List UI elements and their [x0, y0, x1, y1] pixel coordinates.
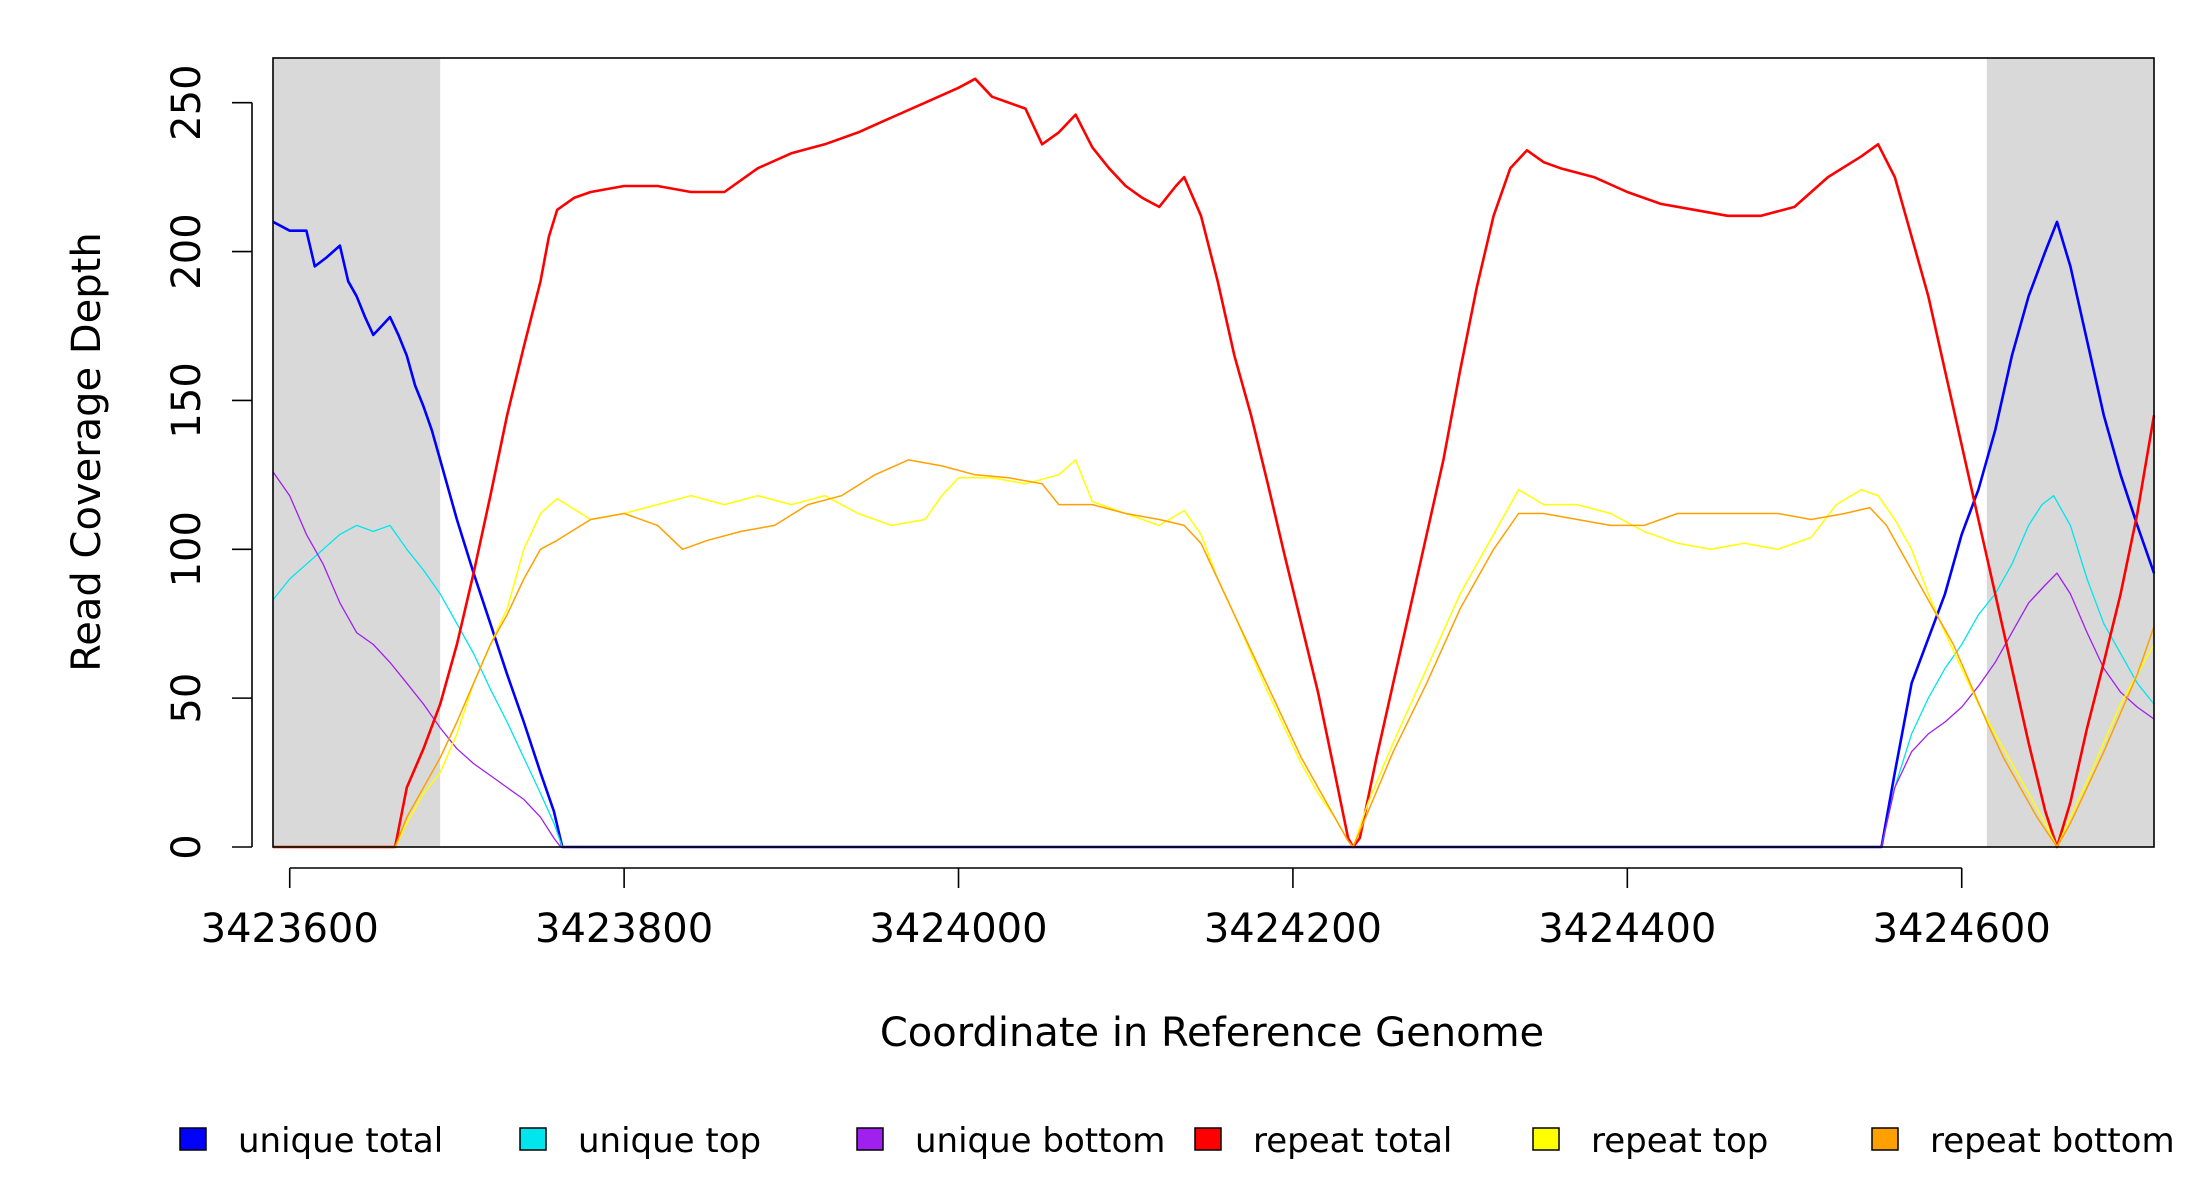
series-line-unique-total — [272, 220, 2156, 849]
y-tick-label: 0 — [164, 834, 210, 859]
legend-swatch — [1532, 1127, 1560, 1151]
shaded-region-2 — [1986, 58, 2154, 847]
x-tick-label: 3424000 — [869, 906, 1047, 952]
x-tick-label: 3424600 — [1873, 906, 2051, 952]
legend-swatch — [179, 1127, 207, 1151]
x-tick-label: 3424200 — [1204, 906, 1382, 952]
series-line-repeat-total — [273, 77, 2156, 849]
y-tick-label: 250 — [164, 64, 210, 140]
legend-swatch — [856, 1127, 884, 1151]
x-axis: 3423600 3423800 3424000 3424200 3424400 34246… — [201, 867, 2051, 952]
legend: unique total unique top unique bottom repea… — [179, 1121, 2175, 1161]
legend-swatch — [1871, 1127, 1899, 1151]
legend-item-unique-total: unique total — [179, 1121, 443, 1161]
series-line-unique-top — [272, 495, 2155, 848]
y-tick-label: 150 — [164, 362, 210, 438]
legend-swatch — [519, 1127, 547, 1151]
x-tick-label: 3423600 — [201, 906, 379, 952]
shaded-regions — [273, 58, 2154, 847]
series-line-repeat-bottom — [273, 459, 2155, 848]
legend-label: repeat bottom — [1930, 1121, 2175, 1161]
y-axis: 0 50 100 150 200 250 — [164, 64, 253, 860]
shaded-region-1 — [273, 58, 441, 847]
legend-item-unique-top: unique top — [519, 1121, 761, 1161]
legend-item-unique-bottom: unique bottom — [856, 1121, 1165, 1161]
y-axis-label: Read Coverage Depth — [64, 232, 110, 671]
legend-label: repeat top — [1591, 1121, 1768, 1161]
y-tick-label: 100 — [164, 511, 210, 587]
x-axis-label: Coordinate in Reference Genome — [880, 1010, 1544, 1056]
x-tick-label: 3423800 — [535, 906, 713, 952]
y-tick-label: 50 — [164, 673, 210, 724]
legend-item-repeat-bottom: repeat bottom — [1871, 1121, 2175, 1161]
series-line-repeat-top — [273, 459, 2155, 848]
legend-swatch — [1194, 1127, 1222, 1151]
series-line-unique-bottom — [272, 471, 2155, 848]
legend-label: unique top — [578, 1121, 761, 1161]
legend-label: repeat total — [1253, 1121, 1452, 1161]
legend-label: unique bottom — [915, 1121, 1165, 1161]
legend-item-repeat-total: repeat total — [1194, 1121, 1452, 1161]
legend-label: unique total — [238, 1121, 443, 1161]
legend-item-repeat-top: repeat top — [1532, 1121, 1768, 1161]
y-tick-label: 200 — [164, 213, 210, 289]
x-tick-label: 3424400 — [1538, 906, 1716, 952]
plot-frame — [272, 57, 2155, 848]
series-lines — [272, 77, 2156, 849]
